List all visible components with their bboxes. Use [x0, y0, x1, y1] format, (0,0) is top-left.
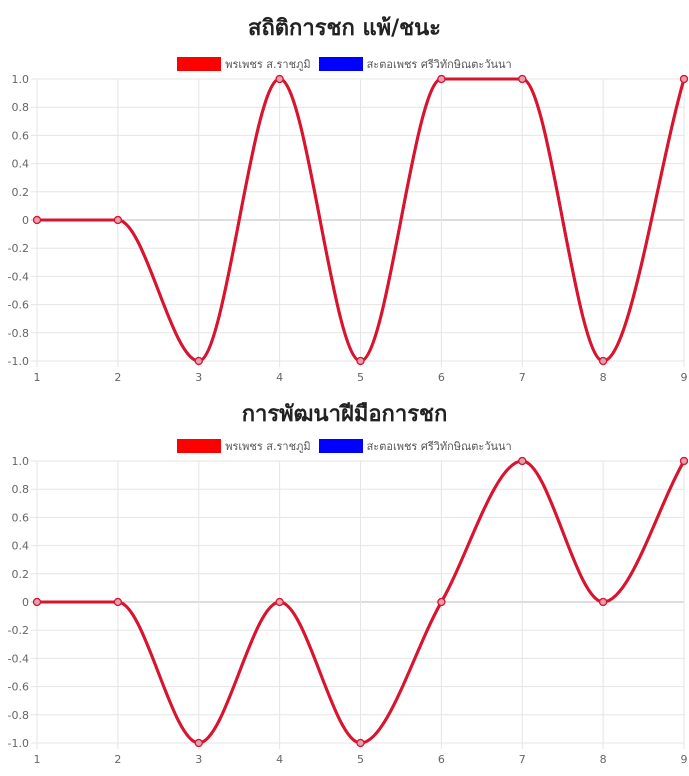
y-tick-label: 0.2: [12, 568, 30, 581]
data-point: [32, 597, 42, 607]
data-point: [194, 356, 203, 366]
x-tick-label: 3: [195, 753, 202, 766]
x-tick-label: 7: [519, 371, 526, 384]
y-tick-label: -0.8: [8, 709, 29, 722]
data-point: [113, 215, 122, 225]
data-point: [437, 74, 446, 84]
data-point: [679, 456, 689, 466]
data-point: [518, 456, 527, 466]
x-tick-label: 8: [600, 371, 607, 384]
y-tick-label: 0.6: [12, 511, 30, 524]
x-tick-label: 5: [357, 753, 364, 766]
legend-swatch-red: [177, 439, 222, 453]
data-point: [437, 597, 446, 607]
y-tick-label: 1.0: [12, 73, 30, 86]
data-point: [356, 356, 365, 366]
chart-legend: พรเพชร ส.ราชภูมิ สะตอเพชร ศรีวิทักษิณตะว…: [0, 55, 689, 73]
y-tick-label: -1.0: [8, 737, 29, 750]
chart-legend: พรเพชร ส.ราชภูมิ สะตอเพชร ศรีวิทักษิณตะว…: [0, 437, 689, 455]
x-tick-label: 9: [681, 371, 688, 384]
data-point: [599, 597, 608, 607]
x-tick-label: 9: [681, 753, 688, 766]
legend-label: พรเพชร ส.ราชภูมิ: [225, 440, 311, 453]
legend-label: สะตอเพชร ศรีวิทักษิณตะวันนา: [366, 440, 512, 453]
data-point: [599, 356, 608, 366]
x-tick-label: 6: [438, 371, 445, 384]
y-tick-label: -0.2: [8, 242, 29, 255]
x-tick-label: 4: [276, 371, 283, 384]
x-tick-label: 6: [438, 753, 445, 766]
y-tick-label: -0.8: [8, 327, 29, 340]
y-tick-label: 0.4: [12, 540, 30, 553]
legend-item-series-2[interactable]: สะตอเพชร ศรีวิทักษิณตะวันนา: [318, 437, 512, 455]
x-tick-label: 7: [519, 753, 526, 766]
y-tick-label: 0.2: [12, 186, 30, 199]
chart-title: การพัฒนาฝีมือการชก: [241, 402, 448, 427]
legend-item-series-1[interactable]: พรเพชร ส.ราชภูมิ: [177, 55, 311, 73]
data-point: [679, 74, 689, 84]
chart-title: สถิติการชก แพ้/ชนะ: [248, 16, 441, 41]
x-tick-label: 2: [114, 371, 121, 384]
data-point: [275, 597, 284, 607]
legend-label: พรเพชร ส.ราชภูมิ: [225, 58, 311, 71]
x-tick-label: 1: [34, 371, 41, 384]
chart-win-loss: สถิติการชก แพ้/ชนะ พรเพชร ส.ราชภูมิ สะตอ…: [0, 16, 689, 384]
legend-swatch-blue: [318, 439, 363, 453]
y-tick-label: -0.6: [8, 299, 29, 312]
x-tick-label: 5: [357, 371, 364, 384]
data-point: [356, 738, 365, 748]
y-tick-label: 0.8: [12, 483, 30, 496]
x-tick-label: 3: [195, 371, 202, 384]
data-point: [194, 738, 203, 748]
y-tick-label: 1.0: [12, 455, 30, 468]
legend-swatch-blue: [318, 57, 363, 71]
y-tick-label: -0.4: [8, 270, 29, 283]
y-tick-label: -0.2: [8, 624, 29, 637]
y-tick-label: 0.8: [12, 101, 30, 114]
chart-plot-area: 1.0 0.8 0.6 0.4 0.2 0 -0.2 -0.4 -0.6 -0.8 -1.0 1 2 3 4…: [8, 455, 689, 766]
y-tick-label: -1.0: [8, 355, 29, 368]
legend-swatch-red: [177, 57, 222, 71]
x-tick-label: 2: [114, 753, 121, 766]
y-tick-label: 0: [22, 214, 29, 227]
data-point: [275, 74, 284, 84]
y-tick-label: -0.4: [8, 652, 29, 665]
data-point: [32, 215, 42, 225]
y-tick-label: 0.6: [12, 129, 30, 142]
x-tick-label: 1: [34, 753, 41, 766]
legend-label: สะตอเพชร ศรีวิทักษิณตะวันนา: [366, 58, 512, 71]
legend-item-series-1[interactable]: พรเพชร ส.ราชภูมิ: [177, 437, 311, 455]
data-point: [518, 74, 527, 84]
legend-item-series-2[interactable]: สะตอเพชร ศรีวิทักษิณตะวันนา: [318, 55, 512, 73]
x-tick-label: 8: [600, 753, 607, 766]
y-tick-label: 0: [22, 596, 29, 609]
chart-plot-area: 1.0 0.8 0.6 0.4 0.2 0 -0.2 -0.4 -0.6 -0.8 -1.0 1 2 3 4…: [8, 73, 689, 384]
x-tick-label: 4: [276, 753, 283, 766]
data-point: [113, 597, 122, 607]
y-tick-label: -0.6: [8, 681, 29, 694]
chart-skill-development: การพัฒนาฝีมือการชก พรเพชร ส.ราชภูมิ สะตอ…: [0, 388, 689, 776]
y-tick-label: 0.4: [12, 158, 30, 171]
